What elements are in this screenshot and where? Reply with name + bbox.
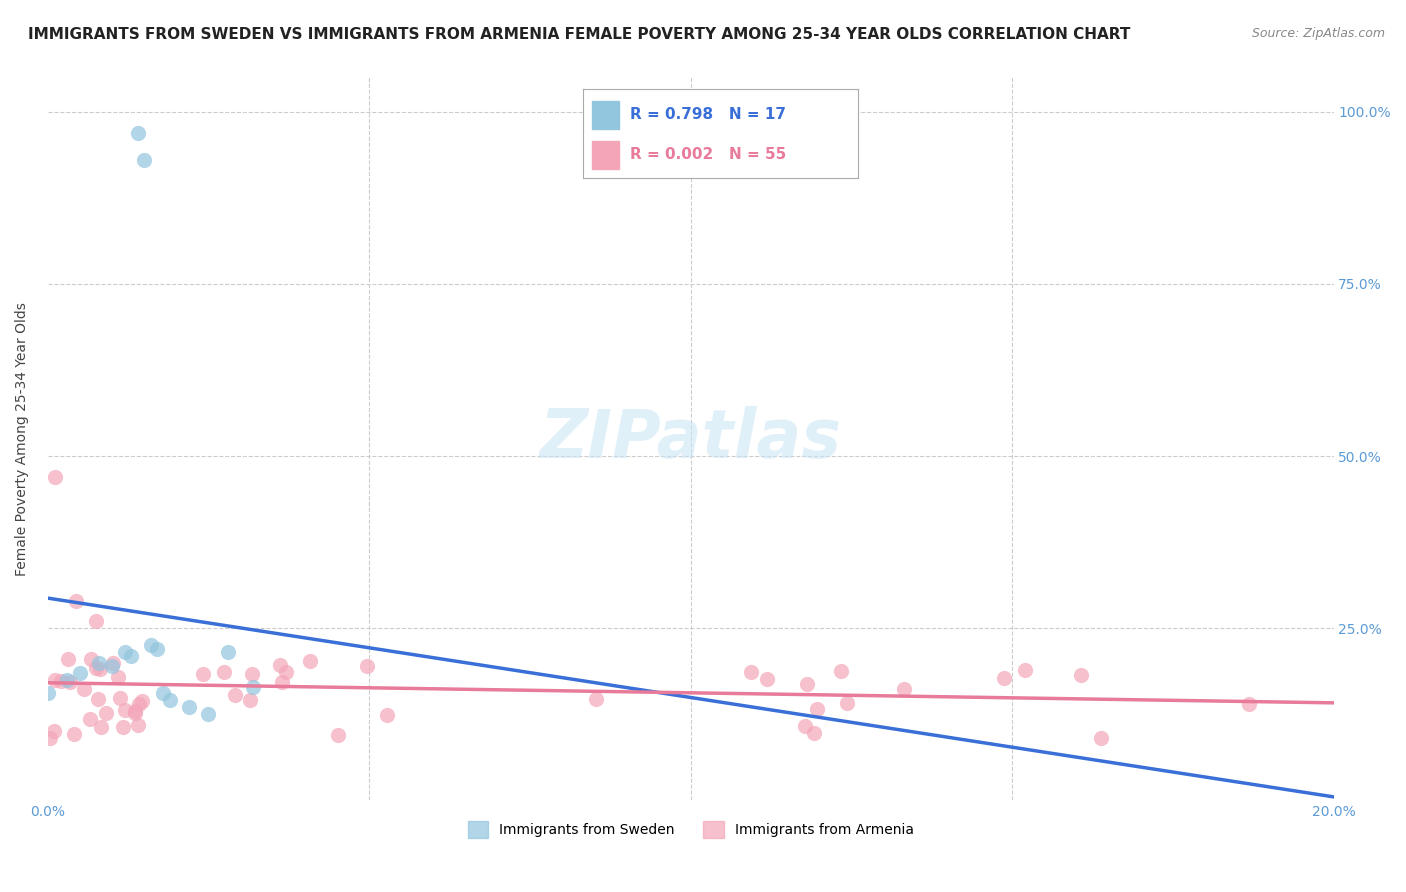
Legend: Immigrants from Sweden, Immigrants from Armenia: Immigrants from Sweden, Immigrants from … xyxy=(463,816,920,844)
Point xyxy=(103,656,125,670)
Point xyxy=(114,703,136,717)
Point xyxy=(108,691,131,706)
Point xyxy=(89,656,111,670)
Point xyxy=(94,706,117,720)
Point xyxy=(127,126,149,140)
Point xyxy=(49,673,72,688)
Text: R = 0.798   N = 17: R = 0.798 N = 17 xyxy=(630,107,786,121)
Point xyxy=(740,665,762,680)
Point xyxy=(89,662,111,676)
Point xyxy=(240,667,263,681)
Point xyxy=(152,686,174,700)
Point xyxy=(1090,731,1112,745)
Point xyxy=(1014,664,1036,678)
Point xyxy=(73,682,96,697)
Point xyxy=(59,674,82,689)
Point xyxy=(65,593,87,607)
Point xyxy=(375,708,398,723)
Point xyxy=(1239,697,1261,711)
Point xyxy=(830,664,852,678)
Point xyxy=(120,648,142,663)
Point xyxy=(271,675,294,690)
Point xyxy=(107,670,129,684)
Point xyxy=(803,725,825,739)
Text: R = 0.002   N = 55: R = 0.002 N = 55 xyxy=(630,147,786,161)
Point xyxy=(356,659,378,673)
Point xyxy=(326,728,349,742)
Y-axis label: Female Poverty Among 25-34 Year Olds: Female Poverty Among 25-34 Year Olds xyxy=(15,301,30,575)
Point xyxy=(269,657,291,672)
Point xyxy=(90,720,112,734)
Point xyxy=(124,706,146,721)
Point xyxy=(62,727,84,741)
Point xyxy=(197,707,219,722)
Point xyxy=(131,694,153,708)
Point xyxy=(79,712,101,726)
Point xyxy=(39,731,62,745)
Point xyxy=(44,673,66,687)
Point xyxy=(298,654,321,668)
Point xyxy=(58,652,80,666)
Point xyxy=(193,667,215,681)
Point xyxy=(806,702,828,716)
Point xyxy=(69,665,91,680)
Point xyxy=(87,692,110,706)
Text: IMMIGRANTS FROM SWEDEN VS IMMIGRANTS FROM ARMENIA FEMALE POVERTY AMONG 25-34 YEA: IMMIGRANTS FROM SWEDEN VS IMMIGRANTS FRO… xyxy=(28,27,1130,42)
Point xyxy=(796,677,818,691)
Point xyxy=(159,693,181,707)
Point xyxy=(239,693,262,707)
Point xyxy=(794,719,817,733)
Point xyxy=(84,614,107,628)
Point xyxy=(146,641,169,656)
Point xyxy=(111,720,134,734)
Point xyxy=(224,688,246,702)
Bar xyxy=(592,101,619,129)
Point xyxy=(276,665,298,679)
Point xyxy=(893,681,915,696)
Point xyxy=(217,645,239,659)
Point xyxy=(56,673,79,687)
Point xyxy=(101,659,124,673)
Point xyxy=(585,692,607,706)
Point xyxy=(42,723,65,738)
Point xyxy=(128,697,150,711)
Point xyxy=(835,696,858,710)
Point xyxy=(1070,668,1092,682)
Point xyxy=(37,686,59,700)
Point xyxy=(80,651,103,665)
Point xyxy=(44,469,66,483)
Text: Source: ZipAtlas.com: Source: ZipAtlas.com xyxy=(1251,27,1385,40)
Point xyxy=(179,700,201,714)
Point xyxy=(124,705,146,719)
Text: ZIPatlas: ZIPatlas xyxy=(540,406,842,472)
Point xyxy=(134,153,156,167)
Point xyxy=(127,717,149,731)
Point xyxy=(114,645,136,659)
Point xyxy=(84,661,107,675)
Point xyxy=(993,671,1015,685)
Point xyxy=(242,680,264,694)
Point xyxy=(755,672,778,686)
Point xyxy=(212,665,235,680)
Point xyxy=(139,638,162,652)
Bar xyxy=(592,141,619,169)
